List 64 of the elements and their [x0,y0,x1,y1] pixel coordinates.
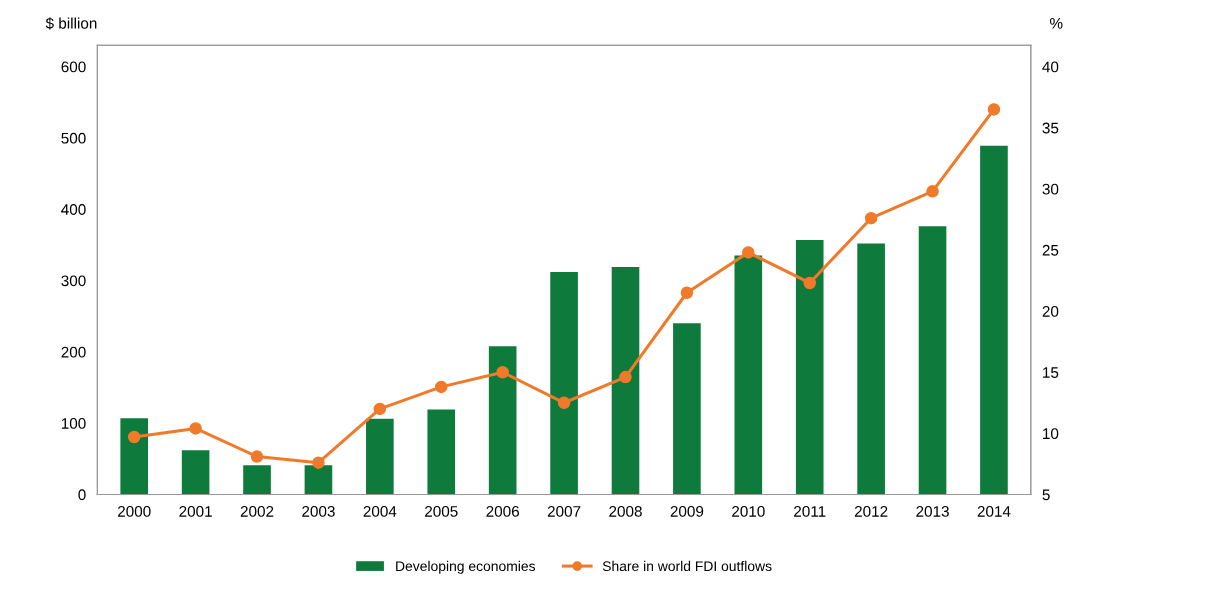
point [680,286,694,300]
x-tick-label: 2009 [670,505,704,517]
legend-label: Share in world FDI outflows [602,560,772,572]
point [864,211,878,225]
point [742,246,755,259]
x-tick-label: 2004 [363,505,397,517]
point [926,185,939,198]
bar [243,465,271,495]
y2-tick-label: 35 [1042,122,1059,134]
y-axis-title: $ billion [45,17,97,30]
y-tick-label: 100 [61,418,86,429]
x-tick-label: 2003 [302,505,335,517]
point [189,422,202,435]
x-tick-label: 2000 [117,505,151,517]
x-tick-label: 2010 [732,505,765,517]
bar [550,271,578,495]
point [803,276,816,290]
y2-tick-label: 40 [1042,61,1059,73]
point [435,380,448,394]
bar [795,239,824,495]
bar [366,418,394,495]
y2-tick-label: 20 [1042,305,1059,317]
bar [673,323,701,495]
y2-tick-label: 25 [1042,244,1059,256]
y-tick-label: 0 [78,489,86,501]
x-tick-label: 2014 [977,505,1011,517]
x-tick-label: 2012 [854,505,888,517]
point [127,430,141,444]
x-tick-label: 2011 [794,505,826,517]
legend-label: Developing economies [396,560,536,574]
y-tick-label: 300 [61,275,86,287]
point [312,456,325,469]
bar [120,418,149,495]
bar [734,255,763,495]
y2-tick-label: 10 [1043,428,1059,440]
y-tick-label: 600 [61,61,86,73]
x-tick-label: 2006 [486,505,519,517]
y2-axis-title: % [1050,17,1063,29]
bar [611,266,640,495]
y-tick-label: 200 [61,346,86,358]
x-tick-label: 2008 [609,505,642,517]
y-tick-label: 400 [61,204,86,215]
bar [918,226,947,495]
point [557,396,571,410]
x-tick-label: 2002 [240,505,274,517]
bar [857,243,885,495]
bar [181,450,210,495]
point [250,450,264,463]
bar [980,145,1008,495]
y2-tick-label: 5 [1042,489,1050,501]
point [987,103,1001,116]
point [619,370,632,384]
bar [304,465,333,495]
bar [427,409,456,495]
y2-tick-label: 15 [1043,367,1059,378]
bar [488,346,517,495]
x-tick-label: 2013 [916,505,949,517]
point [496,365,509,379]
x-tick-label: 2005 [425,505,458,517]
point [373,402,387,416]
y2-tick-label: 30 [1042,183,1059,195]
y-tick-label: 500 [61,132,86,144]
x-tick-label: 2007 [547,505,581,517]
x-tick-label: 2001 [179,505,212,517]
